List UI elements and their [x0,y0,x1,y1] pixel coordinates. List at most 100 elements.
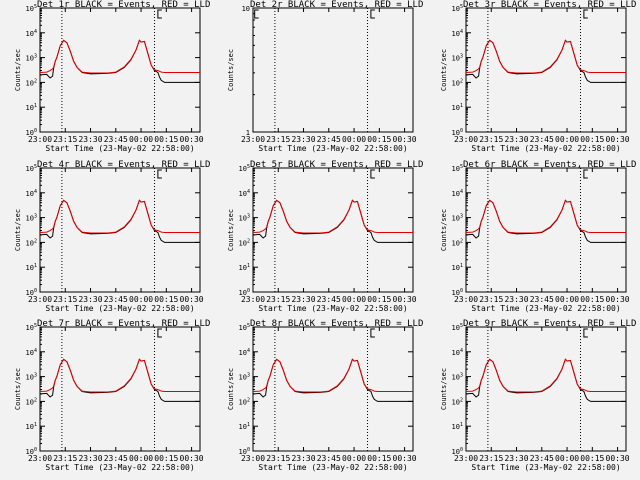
x-tick-label: 00:00 [555,454,579,463]
x-tick-label: 00:00 [342,295,366,304]
y-tick-label: 102 [26,238,37,247]
x-tick-label: 23:15 [266,135,290,144]
y-tick-label: 100 [26,447,37,456]
x-axis-label: Start Time (23-May-02 22:58:00) [258,144,407,153]
x-tick-label: 23:45 [104,135,128,144]
series-line-lld [465,39,626,74]
y-tick-label: 103 [452,54,463,63]
x-tick-label: 23:00 [454,295,478,304]
x-tick-label: 23:15 [266,454,290,463]
x-axis-label: Start Time (23-May-02 22:58:00) [45,463,194,472]
x-tick-label: 00:30 [180,454,204,463]
series-line-lld [39,39,200,74]
x-tick-label: 00:00 [129,135,153,144]
y-tick-label: 100 [239,447,250,456]
bracket-marker [157,9,162,19]
y-tick-label: 102 [452,238,463,247]
x-tick-label: 23:45 [530,454,554,463]
y-tick-label: 100 [26,128,37,137]
x-tick-label: 00:15 [154,135,178,144]
panel-title: Det 1r BLACK = Events, RED = LLD [37,0,210,10]
y-axis-label: Counts/sec [14,209,22,251]
y-tick-label: 105 [452,323,463,332]
plot-frame [39,326,201,452]
y-axis-label: Counts/sec [440,209,448,251]
x-tick-label: 00:15 [580,135,604,144]
x-tick-label: 23:30 [291,295,315,304]
x-tick-label: 23:30 [504,135,528,144]
y-axis-label: Counts/sec [440,49,448,91]
panel-title: Det 9r BLACK = Events, RED = LLD [463,319,636,329]
series-line-lld [252,199,413,234]
y-tick-label: 103 [239,373,250,382]
x-tick-label: 00:30 [606,295,630,304]
y-tick-label: 1 [246,129,250,137]
y-tick-label: 104 [452,29,463,38]
panel-title: Det 6r BLACK = Events, RED = LLD [463,160,636,170]
panel-det-6: Det 6r BLACK = Events, RED = LLD 23:00 23:… [440,160,636,313]
bracket-marker [583,328,588,338]
bracket-marker [370,328,375,338]
y-tick-label: 105 [239,164,250,173]
plot-frame [465,7,627,133]
y-tick-label: 101 [239,263,250,272]
x-axis-label: Start Time (23-May-02 22:58:00) [258,463,407,472]
y-tick-label: 101 [452,422,463,431]
x-tick-label: 23:00 [241,135,265,144]
panel-title: Det 7r BLACK = Events, RED = LLD [37,319,210,329]
y-tick-label: 101 [26,422,37,431]
plot-frame [465,167,627,293]
panel-title: Det 4r BLACK = Events, RED = LLD [37,160,210,170]
y-tick-label: 103 [452,373,463,382]
x-tick-label: 00:00 [342,135,366,144]
y-tick-label: 104 [239,189,250,198]
plot-frame [39,167,201,293]
y-tick-label: 105 [26,164,37,173]
bracket-marker [157,328,162,338]
panel-title: Det 3r BLACK = Events, RED = LLD [463,0,636,10]
y-tick-label: 102 [452,78,463,87]
x-tick-label: 00:30 [606,454,630,463]
y-axis-label: Counts/sec [227,49,235,91]
bracket-marker [370,169,375,179]
x-tick-label: 23:45 [317,135,341,144]
x-tick-label: 23:15 [479,454,503,463]
x-tick-label: 00:30 [393,295,417,304]
x-tick-label: 23:00 [241,454,265,463]
y-axis-label: Counts/sec [14,49,22,91]
y-tick-label: 10 [242,5,250,13]
panel-title: Det 8r BLACK = Events, RED = LLD [250,319,423,329]
y-axis-label: Counts/sec [227,368,235,410]
y-tick-label: 105 [452,4,463,13]
x-tick-label: 23:30 [78,454,102,463]
plot-frame [252,7,414,133]
y-tick-label: 105 [26,323,37,332]
x-tick-label: 23:15 [266,295,290,304]
x-tick-label: 23:30 [78,295,102,304]
x-tick-label: 23:30 [504,454,528,463]
y-tick-label: 102 [239,397,250,406]
series-line-lld [465,358,626,393]
x-tick-label: 23:00 [454,135,478,144]
x-axis-label: Start Time (23-May-02 22:58:00) [45,304,194,313]
y-tick-label: 100 [452,128,463,137]
y-tick-label: 102 [26,397,37,406]
plot-frame [39,7,201,133]
x-tick-label: 23:30 [504,295,528,304]
x-tick-label: 23:00 [28,135,52,144]
x-tick-label: 23:30 [291,454,315,463]
x-tick-label: 00:30 [180,295,204,304]
y-axis-label: Counts/sec [440,368,448,410]
y-tick-label: 104 [26,348,37,357]
y-tick-label: 104 [239,348,250,357]
series-line-lld [465,199,626,234]
plot-frame [465,326,627,452]
y-tick-label: 101 [26,103,37,112]
x-tick-label: 00:30 [180,135,204,144]
plot-frame [252,167,414,293]
